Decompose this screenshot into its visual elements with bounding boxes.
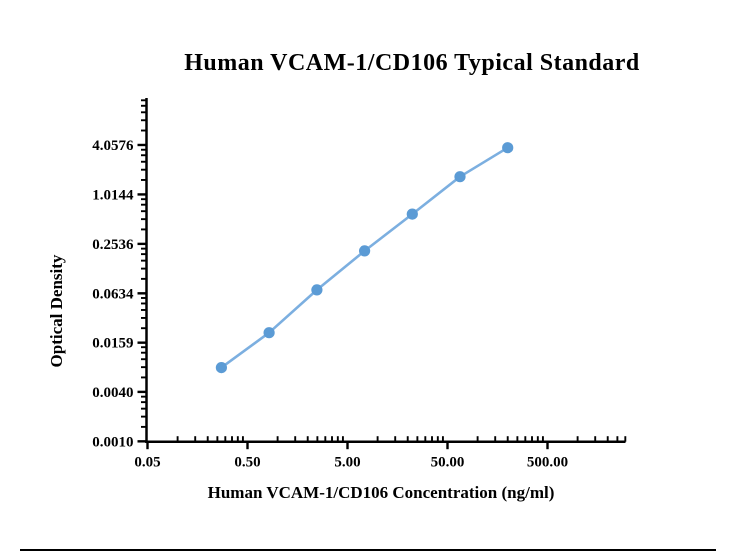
data-point bbox=[359, 245, 371, 257]
x-tick-label: 50.00 bbox=[431, 455, 465, 471]
tick-labels: 4.0576 1.0144 0.2536 0.0634 0.0159 0.0040 0.00… bbox=[92, 138, 568, 471]
y-tick-label: 0.0040 bbox=[92, 385, 133, 401]
chart-title: Human VCAM-1/CD106 Typical Standard bbox=[184, 50, 640, 76]
y-tick-label: 0.2536 bbox=[92, 237, 134, 253]
x-tick-label: 5.00 bbox=[334, 455, 360, 471]
y-tick-label: 0.0634 bbox=[92, 286, 134, 302]
x-tick-label: 0.05 bbox=[134, 455, 160, 471]
data-point bbox=[311, 284, 323, 296]
y-tick-label: 0.0159 bbox=[92, 336, 133, 352]
x-tick-label: 0.50 bbox=[234, 455, 260, 471]
x-tick-label: 500.00 bbox=[527, 455, 568, 471]
y-tick-label: 0.0010 bbox=[92, 434, 133, 450]
y-tick-label: 4.0576 bbox=[92, 138, 134, 154]
x-axis-title: Human VCAM-1/CD106 Concentration (ng/ml) bbox=[207, 483, 555, 502]
series-typical-standard bbox=[215, 142, 514, 374]
data-point bbox=[263, 327, 275, 339]
y-tick-label: 1.0144 bbox=[92, 187, 134, 203]
axis-ticks bbox=[137, 99, 627, 450]
data-point bbox=[215, 362, 227, 374]
bottom-divider bbox=[20, 549, 716, 551]
data-point bbox=[502, 142, 514, 154]
data-point bbox=[454, 171, 466, 183]
data-point bbox=[406, 208, 418, 220]
axes bbox=[145, 98, 626, 443]
y-axis-title: Optical Density bbox=[47, 254, 66, 368]
